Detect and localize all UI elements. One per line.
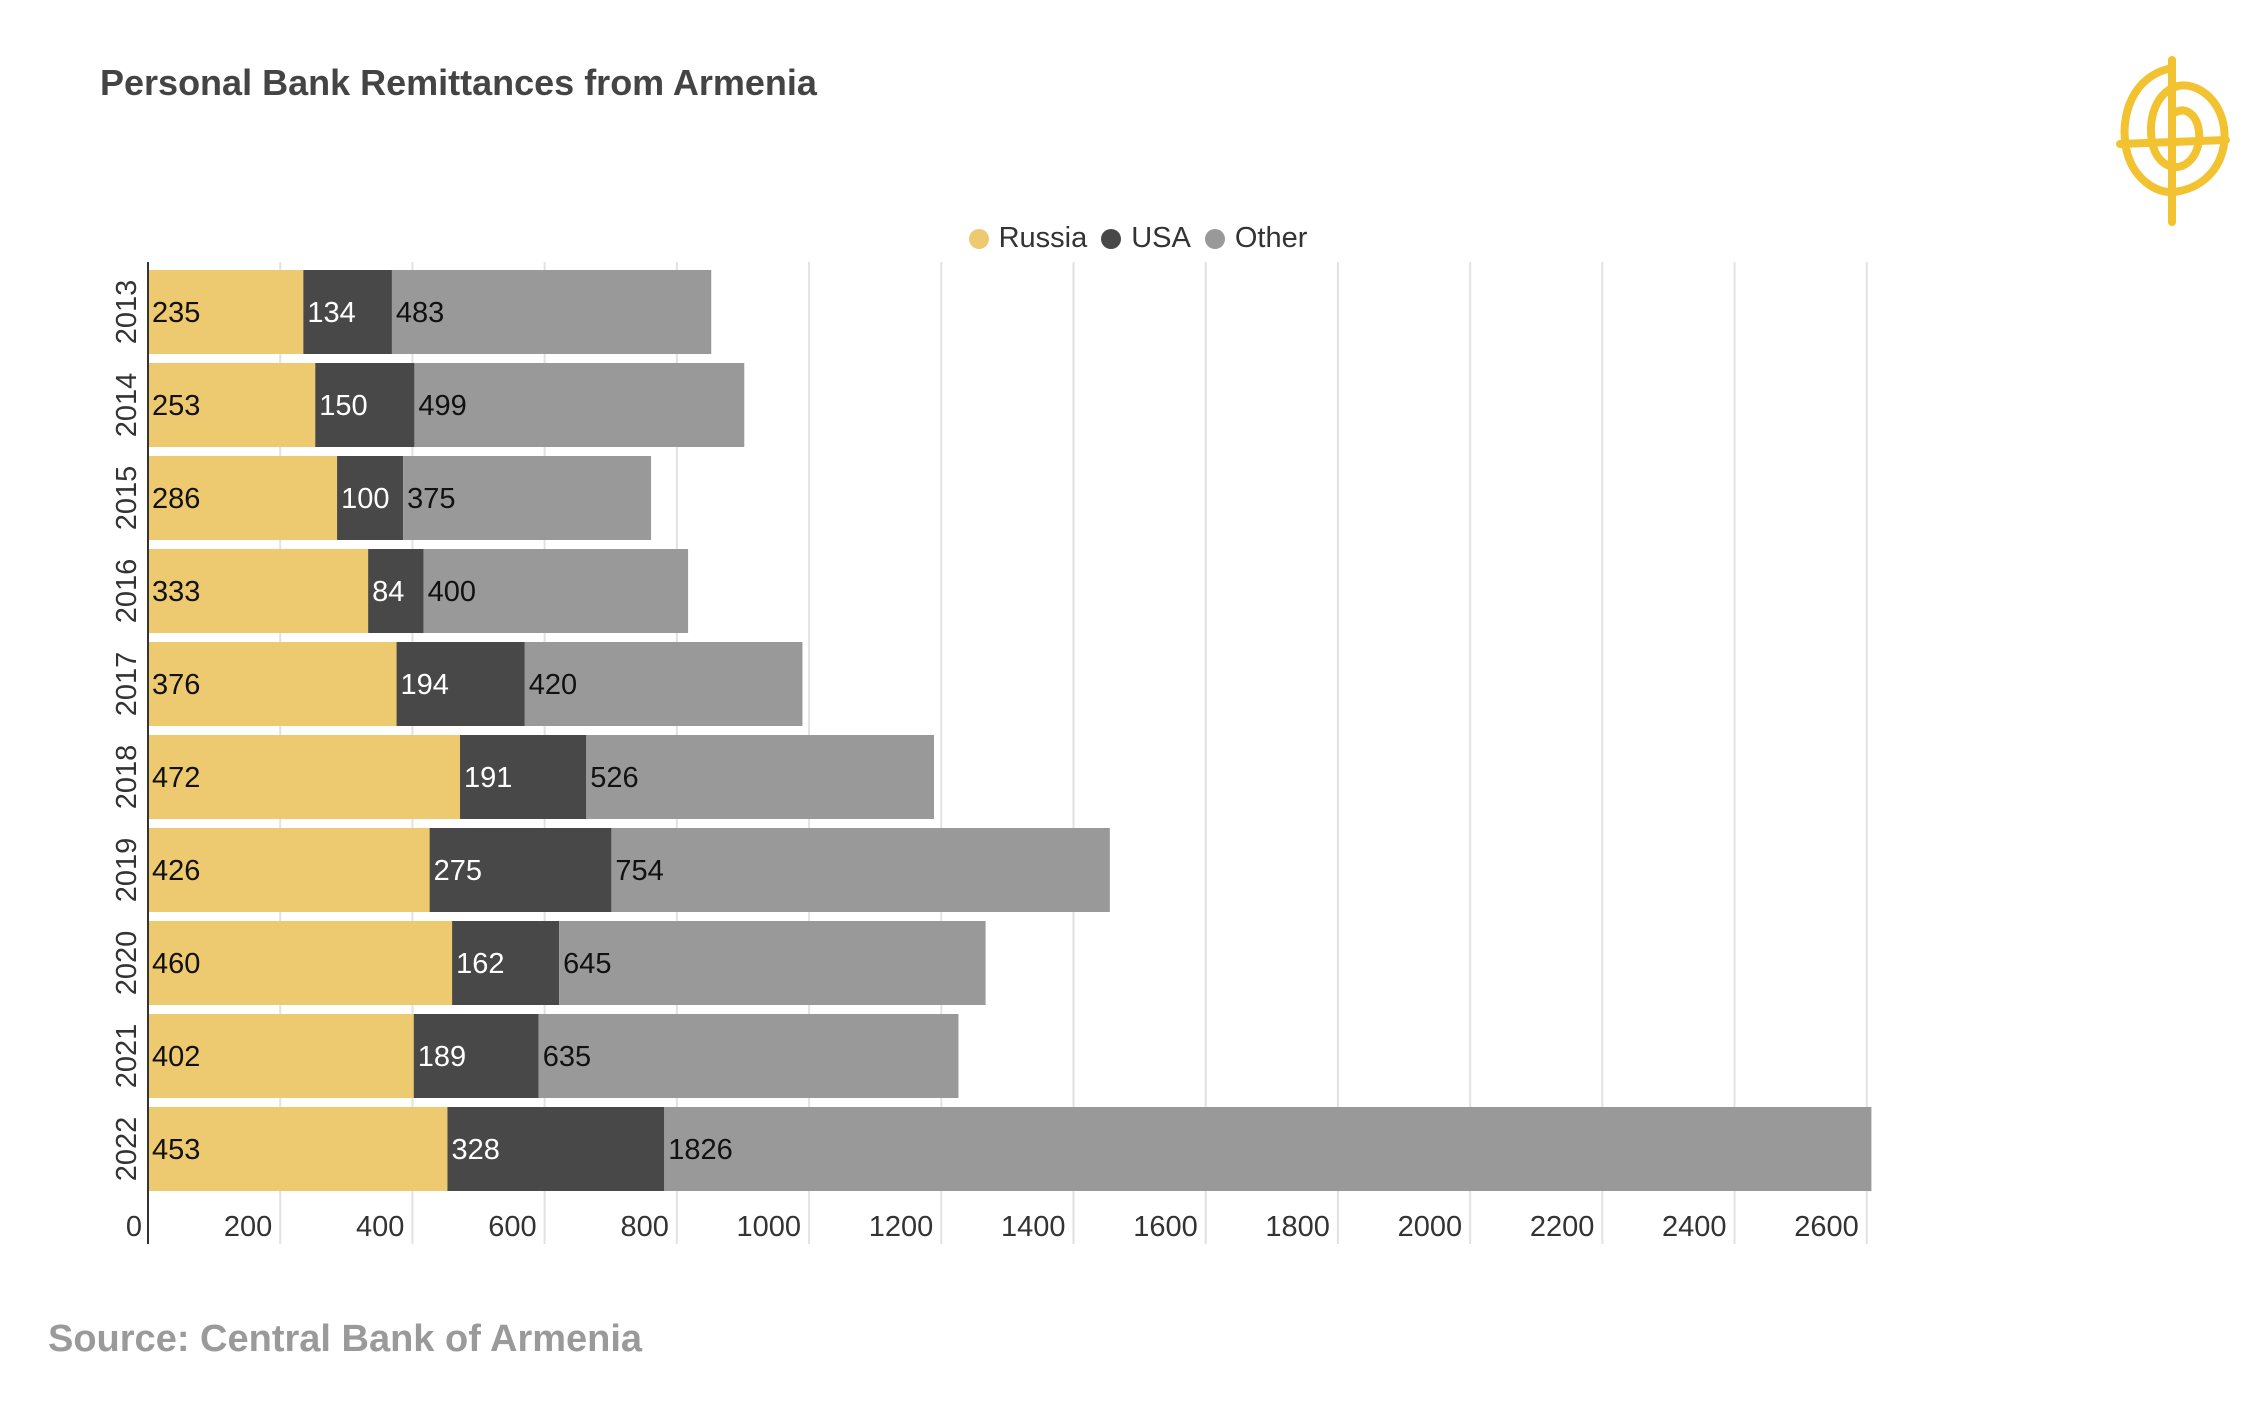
data-label-other: 420 <box>529 669 577 701</box>
bar-russia <box>148 921 453 1005</box>
bar-russia <box>148 1014 414 1098</box>
x-tick-label: 1600 <box>1133 1211 1198 1243</box>
data-label-other: 754 <box>615 855 663 887</box>
legend-item-russia: Russia <box>968 222 1088 255</box>
y-tick-label: 2022 <box>111 1117 143 1182</box>
bar-other <box>586 735 935 819</box>
data-label-usa: 194 <box>401 669 449 701</box>
bar-usa <box>429 828 612 912</box>
globe-swirl-logo-icon <box>2116 56 2230 226</box>
data-label-russia: 333 <box>152 576 200 608</box>
bar-other <box>559 921 986 1005</box>
x-tick-label: 600 <box>488 1211 536 1243</box>
bar-usa <box>337 456 404 540</box>
y-tick-label: 2014 <box>111 373 143 438</box>
bar-usa <box>452 921 560 1005</box>
bar-other <box>538 1014 959 1098</box>
legend-label-other: Other <box>1234 222 1308 254</box>
data-label-usa: 189 <box>418 1041 466 1073</box>
x-tick-label: 800 <box>620 1211 668 1243</box>
data-label-russia: 253 <box>152 390 200 422</box>
y-tick-label: 2018 <box>111 745 143 810</box>
legend-label-usa: USA <box>1131 222 1191 254</box>
bar-usa <box>315 363 415 447</box>
y-tick-label: 2019 <box>111 838 143 903</box>
bar-usa <box>396 642 525 726</box>
x-tick-label: 1000 <box>737 1211 802 1243</box>
y-tick-label: 2016 <box>111 559 143 624</box>
data-label-other: 1826 <box>668 1134 733 1166</box>
data-label-russia: 472 <box>152 762 200 794</box>
bar-other <box>414 363 745 447</box>
x-tick-label: 2600 <box>1794 1211 1859 1243</box>
bar-russia <box>148 642 397 726</box>
x-tick-label: 2000 <box>1398 1211 1463 1243</box>
bar-usa <box>413 1014 539 1098</box>
bar-russia <box>148 828 430 912</box>
bar-russia <box>148 456 338 540</box>
bar-russia <box>148 549 369 633</box>
data-label-other: 526 <box>590 762 638 794</box>
legend-label-russia: Russia <box>998 222 1088 254</box>
bar-other <box>611 828 1110 912</box>
data-label-usa: 275 <box>434 855 482 887</box>
bar-usa <box>368 549 424 633</box>
y-tick-label: 2015 <box>111 466 143 531</box>
bar-other <box>524 642 803 726</box>
x-tick-label: 0 <box>126 1211 142 1243</box>
bar-russia <box>148 270 304 354</box>
data-label-russia: 376 <box>152 669 200 701</box>
data-label-other: 375 <box>407 483 455 515</box>
data-label-russia: 402 <box>152 1041 200 1073</box>
x-tick-label: 1400 <box>1001 1211 1066 1243</box>
chart-legend: Russia USA Other <box>0 222 2246 255</box>
data-label-russia: 235 <box>152 297 200 329</box>
bar-usa <box>303 270 392 354</box>
data-label-usa: 328 <box>451 1134 499 1166</box>
chart-title: Personal Bank Remittances from Armenia <box>100 62 817 103</box>
data-label-russia: 453 <box>152 1134 200 1166</box>
x-tick-label: 400 <box>356 1211 404 1243</box>
data-label-usa: 162 <box>456 948 504 980</box>
data-label-other: 499 <box>418 390 466 422</box>
data-label-other: 645 <box>563 948 611 980</box>
data-label-usa: 100 <box>341 483 389 515</box>
data-label-other: 635 <box>543 1041 591 1073</box>
x-tick-label: 1800 <box>1265 1211 1330 1243</box>
bar-usa <box>447 1107 665 1191</box>
x-tick-label: 200 <box>224 1211 272 1243</box>
y-tick-label: 2021 <box>111 1024 143 1089</box>
legend-swatch-usa <box>1101 228 1122 249</box>
data-label-other: 400 <box>428 576 476 608</box>
x-tick-label: 2200 <box>1530 1211 1595 1243</box>
bar-russia <box>148 363 316 447</box>
y-tick-label: 2017 <box>111 652 143 717</box>
bar-other <box>391 270 712 354</box>
bar-other <box>664 1107 1872 1191</box>
bar-other <box>403 456 652 540</box>
data-label-usa: 84 <box>372 576 404 608</box>
data-label-usa: 150 <box>319 390 367 422</box>
legend-item-other: Other <box>1204 222 1308 255</box>
bar-russia <box>148 1107 448 1191</box>
legend-item-usa: USA <box>1101 222 1191 255</box>
bar-other <box>423 549 689 633</box>
data-label-russia: 460 <box>152 948 200 980</box>
data-label-russia: 286 <box>152 483 200 515</box>
bar-russia <box>148 735 461 819</box>
bar-usa <box>460 735 587 819</box>
source-note: Source: Central Bank of Armenia <box>48 1318 643 1360</box>
data-label-other: 483 <box>396 297 444 329</box>
y-tick-label: 2013 <box>111 280 143 345</box>
data-label-usa: 191 <box>464 762 512 794</box>
x-tick-label: 2400 <box>1662 1211 1727 1243</box>
data-label-russia: 426 <box>152 855 200 887</box>
x-tick-label: 1200 <box>869 1211 934 1243</box>
legend-swatch-russia <box>968 228 989 249</box>
data-label-usa: 134 <box>307 297 355 329</box>
legend-swatch-other <box>1204 228 1225 249</box>
y-tick-label: 2020 <box>111 931 143 996</box>
